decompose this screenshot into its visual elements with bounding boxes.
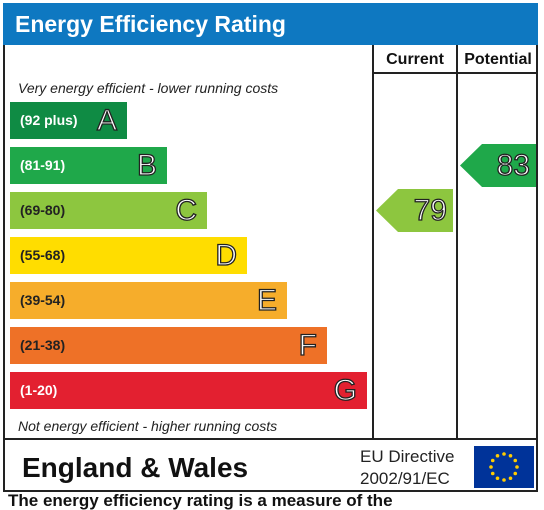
band-d: (55-68) D bbox=[10, 237, 247, 274]
eu-star bbox=[489, 465, 493, 469]
band-a-range: (92 plus) bbox=[20, 112, 78, 128]
eu-directive-line1: EU Directive bbox=[360, 447, 455, 466]
eu-star bbox=[490, 471, 495, 476]
band-g-range: (1-20) bbox=[20, 382, 58, 398]
current-column-divider bbox=[372, 45, 374, 440]
eu-star bbox=[502, 478, 506, 482]
eu-star bbox=[513, 471, 518, 476]
band-g-letter: G bbox=[333, 373, 358, 407]
cutoff-description-text: The energy efficiency rating is a measur… bbox=[8, 491, 393, 510]
eu-star bbox=[495, 476, 500, 481]
eu-directive-label: EU Directive 2002/91/EC bbox=[360, 446, 454, 490]
band-f-letter: F bbox=[298, 328, 318, 362]
band-e-range: (39-54) bbox=[20, 292, 66, 308]
eu-star bbox=[508, 476, 513, 481]
potential-column-divider bbox=[456, 45, 458, 440]
eu-flag-icon bbox=[474, 446, 534, 488]
potential-column-header: Potential bbox=[464, 51, 532, 68]
current-column-header: Current bbox=[386, 51, 444, 68]
band-e-letter: E bbox=[256, 283, 277, 317]
band-f-range: (21-38) bbox=[20, 337, 66, 353]
top-note: Very energy efficient - lower running co… bbox=[18, 80, 279, 96]
spacer bbox=[3, 72, 13, 74]
band-d-letter: D bbox=[215, 238, 238, 272]
eu-star bbox=[490, 458, 495, 463]
eu-star bbox=[502, 452, 506, 456]
eu-star bbox=[513, 458, 518, 463]
band-b-letter: B bbox=[136, 148, 157, 182]
band-a-letter: A bbox=[96, 103, 117, 137]
country-label: England & Wales bbox=[22, 452, 249, 483]
band-b-range: (81-91) bbox=[20, 157, 66, 173]
band-c-letter: C bbox=[175, 193, 198, 227]
band-g: (1-20) G bbox=[10, 372, 367, 409]
current-rating-arrow-value: 79 bbox=[413, 193, 448, 227]
eu-directive-line2: 2002/91/EC bbox=[360, 469, 450, 488]
eu-star bbox=[508, 453, 513, 458]
chart-title: Energy Efficiency Rating bbox=[3, 3, 538, 45]
bottom-note: Not energy efficient - higher running co… bbox=[18, 418, 278, 434]
band-c-range: (69-80) bbox=[20, 202, 66, 218]
band-e: (39-54) E bbox=[10, 282, 287, 319]
band-d-range: (55-68) bbox=[20, 247, 66, 263]
band-a: (92 plus) A bbox=[10, 102, 127, 139]
potential-rating-arrow-value: 83 bbox=[496, 148, 531, 182]
band-c: (69-80) C bbox=[10, 192, 207, 229]
footer bbox=[3, 440, 538, 492]
band-b: (81-91) B bbox=[10, 147, 167, 184]
chart-frame bbox=[3, 45, 538, 440]
eu-star bbox=[495, 453, 500, 458]
eu-star bbox=[515, 465, 519, 469]
band-f: (21-38) F bbox=[10, 327, 327, 364]
column-header-divider bbox=[372, 72, 538, 74]
